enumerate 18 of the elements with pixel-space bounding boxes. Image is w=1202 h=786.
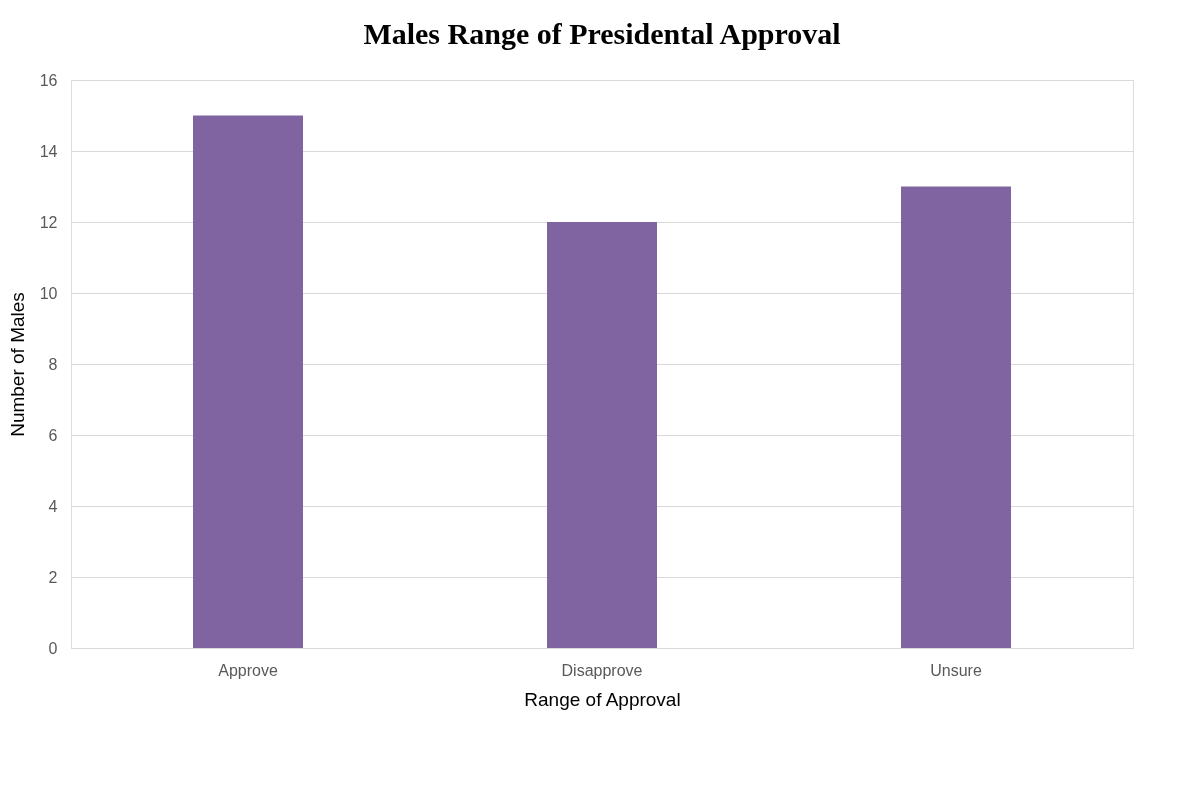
y-tick-label: 16	[39, 71, 58, 89]
x-axis-title: Range of Approval	[524, 688, 681, 710]
x-tick-label: Unsure	[930, 661, 982, 679]
y-tick-label: 14	[39, 142, 58, 160]
y-tick-label: 12	[39, 213, 58, 231]
y-tick-label: 10	[39, 284, 58, 302]
chart-title: Males Range of Presidental Approval	[363, 17, 841, 50]
y-tick-label: 6	[48, 426, 58, 444]
y-axis-title: Number of Males	[6, 292, 28, 437]
x-tick-label: Approve	[218, 661, 278, 679]
x-tick-label: Disapprove	[561, 661, 643, 679]
y-tick-label: 4	[48, 497, 58, 515]
bar	[193, 115, 303, 648]
y-tick-label: 0	[48, 639, 58, 657]
y-tick-label: 8	[48, 355, 58, 373]
bar	[547, 222, 657, 648]
y-tick-label: 2	[48, 568, 58, 586]
bar	[901, 186, 1011, 648]
